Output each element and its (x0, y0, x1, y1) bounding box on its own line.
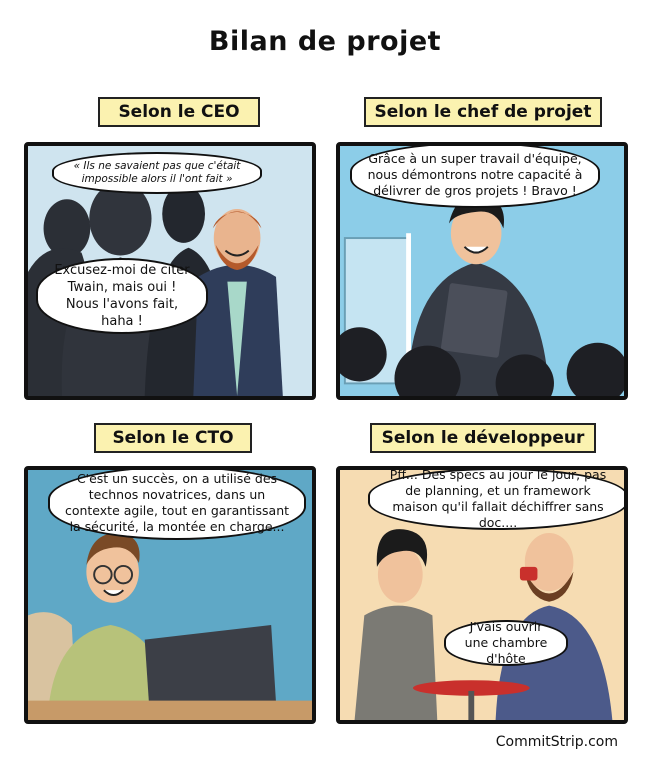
panel-cto: C'est un succès, on a utilisé des techno… (24, 466, 316, 724)
panel-developpeur: Pff... Des specs au jour le jour, pas de… (336, 466, 628, 724)
site-credit: CommitStrip.com (495, 734, 618, 750)
panel-chef-de-projet: Grâce à un super travail d'équipe, nous … (336, 142, 628, 400)
speech-bubble-cto: C'est un succès, on a utilisé des techno… (48, 470, 306, 540)
caption-ceo: Selon le CEO (98, 97, 260, 127)
speech-bubble-ceo-quote: « Ils ne savaient pas que c'était imposs… (52, 152, 262, 194)
caption-cto: Selon le CTO (94, 423, 252, 453)
speech-bubble-ceo: Excusez-moi de citer Twain, mais oui ! N… (36, 258, 208, 334)
speech-bubble-developpeur-1: Pff... Des specs au jour le jour, pas de… (368, 470, 624, 530)
caption-chef-de-projet: Selon le chef de projet (364, 97, 602, 127)
speech-bubble-chef: Grâce à un super travail d'équipe, nous … (350, 146, 600, 208)
comic-title: Bilan de projet (208, 26, 442, 57)
panel-ceo: « Ils ne savaient pas que c'était imposs… (24, 142, 316, 400)
speech-bubble-developpeur-2: J'vais ouvrir une chambre d'hôte (444, 619, 568, 666)
caption-developpeur: Selon le développeur (370, 423, 596, 453)
